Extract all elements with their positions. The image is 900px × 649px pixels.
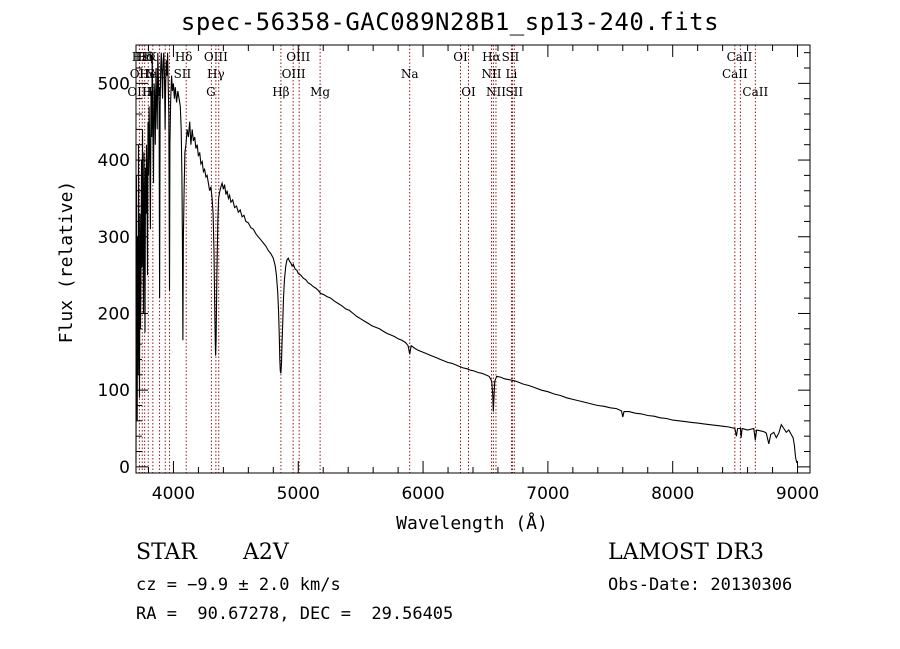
line-label: NII <box>486 85 506 99</box>
emission-line-markers <box>138 45 756 473</box>
x-axis: 4000 5000 6000 7000 8000 9000 <box>147 45 819 504</box>
line-label: SII <box>505 85 523 99</box>
line-label: CaII <box>742 85 768 99</box>
line-label: CaII <box>727 50 753 64</box>
line-label: OIII <box>204 50 228 64</box>
line-label: OI <box>461 85 476 99</box>
x-axis-label: Wavelength (Å) <box>396 512 548 534</box>
line-label: He <box>139 67 157 81</box>
y-tick-label: 400 <box>98 151 130 171</box>
line-label: CaII <box>722 67 748 81</box>
line-label: I <box>157 85 162 99</box>
line-label: OIII <box>282 67 306 81</box>
line-label: Hε <box>132 50 149 64</box>
x-tick-label: 7000 <box>526 484 569 504</box>
x-tick-label: 9000 <box>776 484 819 504</box>
object-type: STAR <box>136 540 197 565</box>
line-label: Hβ <box>272 85 289 99</box>
line-label: NII <box>481 67 501 81</box>
line-label: Na <box>401 67 419 81</box>
y-tick-label: 100 <box>98 381 130 401</box>
object-subclass: A2V <box>243 540 289 565</box>
y-tick-label: 200 <box>98 304 130 324</box>
spectrum-line <box>135 52 798 464</box>
line-label: Hγ <box>207 67 225 81</box>
line-label: G <box>206 85 216 99</box>
x-tick-label: 4000 <box>152 484 195 504</box>
line-label: OIII <box>286 50 310 64</box>
y-tick-label: 500 <box>98 74 130 94</box>
line-label: SII <box>147 67 165 81</box>
line-label: Hδ <box>136 50 154 64</box>
line-label: K <box>148 50 158 64</box>
coordinates: RA = 90.67278, DEC = 29.56405 <box>136 604 454 624</box>
line-label: SII <box>502 50 520 64</box>
line-label: OII <box>130 67 150 81</box>
line-label: OIII <box>127 85 151 99</box>
observation-date: Obs-Date: 20130306 <box>608 575 793 595</box>
y-tick-label: 300 <box>98 228 130 248</box>
line-label: SII <box>174 67 192 81</box>
line-label: Li <box>506 67 518 81</box>
y-axis: 0 100 200 300 400 500 <box>98 52 810 478</box>
x-tick-label: 8000 <box>651 484 694 504</box>
x-tick-label: 5000 <box>277 484 320 504</box>
survey-name: LAMOST DR3 <box>608 540 764 565</box>
redshift-velocity: cz = −9.9 ± 2.0 km/s <box>136 575 341 595</box>
y-axis-label: Flux (relative) <box>56 181 77 344</box>
line-label: Hδ <box>175 50 193 64</box>
plot-frame <box>135 44 811 474</box>
line-label: He <box>142 85 160 99</box>
y-tick-label: 0 <box>119 458 130 478</box>
line-label: Hγ <box>138 50 156 64</box>
line-label: Mg <box>310 85 330 99</box>
line-label: Hα <box>482 50 501 64</box>
line-label: OI <box>453 50 468 64</box>
chart-title: spec-56358-GAC089N28B1_sp13-240.fits <box>180 8 720 36</box>
x-tick-label: 6000 <box>401 484 444 504</box>
